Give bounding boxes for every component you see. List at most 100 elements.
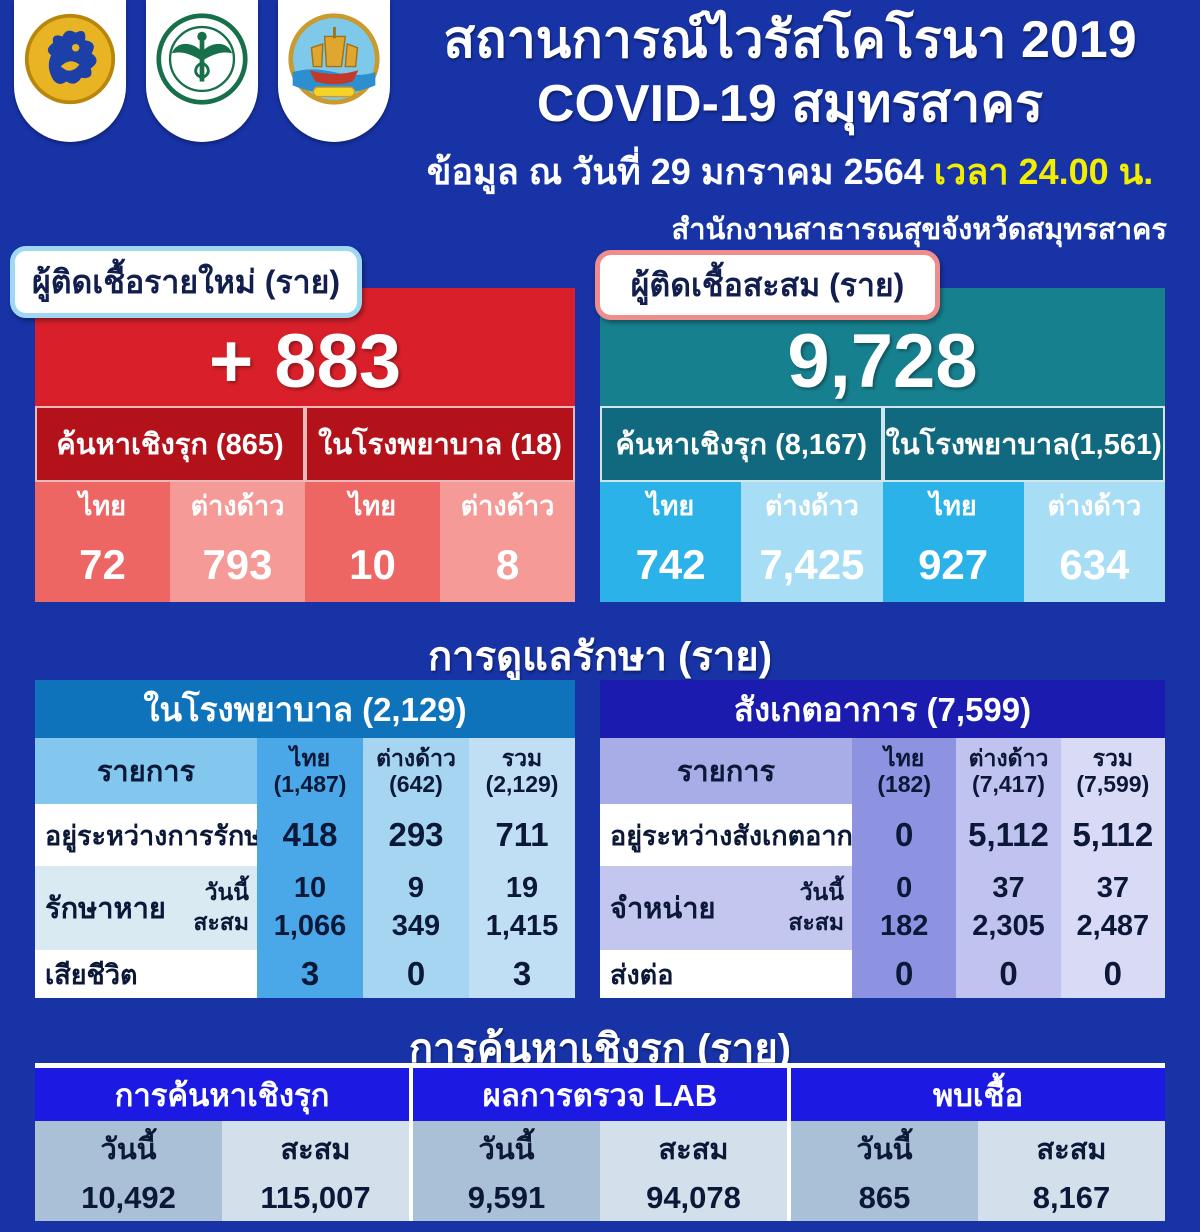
cell-label: สะสม — [280, 1134, 351, 1166]
page-subtitle: COVID-19 สมุทรสาคร — [536, 75, 1044, 133]
row-label: อยู่ระหว่างสังเกตอาการ — [600, 804, 852, 866]
observation-care-table: สังเกตอาการ (7,599) รายการ ไทย (182) ต่า… — [600, 680, 1165, 998]
cell-value: 865 — [858, 1180, 911, 1215]
cumulative-group-headers: ค้นหาเชิงรุก (8,167) ในโรงพยาบาล(1,561) — [600, 406, 1165, 482]
column-header-foreign: ต่างด้าว (7,417) — [956, 738, 1061, 804]
cell-label: วันนี้ — [100, 1134, 157, 1166]
group-header-proactive: ค้นหาเชิงรุก (865) — [35, 406, 305, 482]
proactive-header-row: การค้นหาเชิงรุก ผลการตรวจ LAB พบเชื้อ — [35, 1063, 1165, 1121]
table-header: ในโรงพยาบาล (2,129) — [35, 680, 575, 738]
stat-cell: ไทย 927 — [882, 482, 1024, 602]
stat-cell-cumulative: สะสม 115,007 — [222, 1121, 409, 1221]
cell-value: 9,591 — [467, 1180, 546, 1215]
proactive-body-row: วันนี้ 10,492 สะสม 115,007 วันนี้ 9,591 … — [35, 1121, 1165, 1221]
stat-cell: ต่างด้าว 8 — [440, 482, 575, 602]
new-cases-group-headers: ค้นหาเชิงรุก (865) ในโรงพยาบาล (18) — [35, 406, 575, 482]
cell-value: 418 — [257, 804, 363, 866]
table-row-under-observation: อยู่ระหว่างสังเกตอาการ 0 5,112 5,112 — [600, 804, 1165, 866]
proactive-header-search: การค้นหาเชิงรุก — [35, 1068, 409, 1121]
table-row-referred: ส่งต่อ 0 0 0 — [600, 950, 1165, 998]
org-name: สำนักงานสาธารณสุขจังหวัดสมุทรสาคร — [671, 214, 1167, 247]
proactive-group-lab: วันนี้ 9,591 สะสม 94,078 — [409, 1121, 787, 1221]
stat-cell-today: วันนี้ 9,591 — [413, 1121, 600, 1221]
stat-cell-cumulative: สะสม 94,078 — [600, 1121, 787, 1221]
column-header-items: รายการ — [35, 738, 257, 804]
stat-cell: ต่างด้าว 793 — [170, 482, 305, 602]
cell-value-stacked: 19 1,415 — [469, 866, 575, 950]
cell-label: ไทย — [647, 490, 695, 521]
stat-cell-today: วันนี้ 865 — [791, 1121, 978, 1221]
cell-value: 10,492 — [81, 1180, 176, 1215]
logo-banner-public-health — [146, 0, 258, 142]
cell-label: วันนี้ — [856, 1134, 913, 1166]
column-header-thai: ไทย (1,487) — [257, 738, 363, 804]
cell-value: 8,167 — [1032, 1180, 1111, 1215]
column-header-total: รวม (2,129) — [469, 738, 575, 804]
stat-cell-cumulative: สะสม 8,167 — [978, 1121, 1165, 1221]
column-header-foreign: ต่างด้าว (642) — [363, 738, 469, 804]
ministry-of-public-health-icon — [156, 13, 248, 105]
new-cases-cells: ไทย 72 ต่างด้าว 793 ไทย 10 ต่างด้าว 8 — [35, 482, 575, 602]
cell-value-stacked: 37 2,305 — [956, 866, 1061, 950]
cumulative-cases-total: 9,728 — [787, 319, 978, 404]
cumulative-cases-panel: 9,728 ค้นหาเชิงรุก (8,167) ในโรงพยาบาล(1… — [600, 288, 1165, 602]
cell-value: 7,425 — [759, 541, 865, 588]
cell-value: 742 — [635, 541, 706, 588]
proactive-header-positive: พบเชื้อ — [787, 1068, 1165, 1121]
proactive-group-positive: วันนี้ 865 สะสม 8,167 — [787, 1121, 1165, 1221]
cell-value-stacked: 0 182 — [852, 866, 957, 950]
cell-label: ไทย — [929, 490, 977, 521]
sub-row-labels: วันนี้ สะสม — [788, 879, 844, 935]
cell-label: ต่างด้าว — [460, 490, 555, 521]
logo-row — [14, 0, 390, 142]
table-row-discharged: จำหน่าย วันนี้ สะสม 0 182 37 2,305 37 2,… — [600, 866, 1165, 950]
cell-value-stacked: 37 2,487 — [1060, 866, 1165, 950]
cell-value: 0 — [852, 804, 957, 866]
stat-cell-today: วันนี้ 10,492 — [35, 1121, 222, 1221]
cell-label: วันนี้ — [478, 1134, 535, 1166]
row-label: รักษาหาย วันนี้ สะสม — [35, 866, 257, 950]
logo-banner-province — [14, 0, 126, 142]
stat-cell: ต่างด้าว 7,425 — [741, 482, 883, 602]
cell-value: 0 — [852, 950, 957, 998]
table-row-recovered: รักษาหาย วันนี้ สะสม 10 1,066 9 349 19 1… — [35, 866, 575, 950]
date-text: ข้อมูล ณ วันที่ 29 มกราคม 2564 — [426, 151, 924, 193]
cell-value: 293 — [363, 804, 469, 866]
cell-value: 94,078 — [646, 1180, 741, 1215]
group-header-hospital: ในโรงพยาบาล(1,561) — [882, 406, 1165, 482]
cell-value: 5,112 — [956, 804, 1061, 866]
column-header-row: รายการ ไทย (182) ต่างด้าว (7,417) รวม (7… — [600, 738, 1165, 804]
table-row-deaths: เสียชีวิต 3 0 3 — [35, 950, 575, 998]
proactive-header-lab: ผลการตรวจ LAB — [409, 1068, 787, 1121]
cell-value-stacked: 9 349 — [363, 866, 469, 950]
samut-sakhon-seal-icon — [288, 13, 380, 105]
cell-value: 10 — [349, 541, 396, 588]
cell-value: 3 — [469, 950, 575, 998]
care-section-title: การดูแลรักษา (ราย) — [427, 635, 773, 679]
header: สถานการณ์ไวรัสโคโรนา 2019 COVID-19 สมุทร… — [395, 8, 1185, 252]
cell-label: ไทย — [348, 490, 397, 521]
group-header-proactive: ค้นหาเชิงรุก (8,167) — [600, 406, 883, 482]
stat-cell: ไทย 742 — [600, 482, 742, 602]
cell-label: ต่างด้าว — [765, 490, 859, 521]
proactive-group-search: วันนี้ 10,492 สะสม 115,007 — [35, 1121, 409, 1221]
cell-value: 115,007 — [260, 1180, 371, 1215]
row-label: จำหน่าย วันนี้ สะสม — [600, 866, 852, 950]
proactive-search-table: การค้นหาเชิงรุก ผลการตรวจ LAB พบเชื้อ วั… — [35, 1063, 1165, 1221]
cell-value-stacked: 10 1,066 — [257, 866, 363, 950]
cell-value: 793 — [202, 541, 273, 588]
cell-value: 72 — [79, 541, 126, 588]
row-label: อยู่ระหว่างการรักษา — [35, 804, 257, 866]
cumulative-cells: ไทย 742 ต่างด้าว 7,425 ไทย 927 ต่างด้าว … — [600, 482, 1165, 602]
stat-cell: ไทย 72 — [35, 482, 170, 602]
cell-value: 927 — [918, 541, 989, 588]
provincial-emblem-icon — [24, 13, 116, 105]
cell-label: ต่างด้าว — [190, 490, 285, 521]
sub-row-labels: วันนี้ สะสม — [193, 879, 249, 935]
cell-value: 0 — [956, 950, 1061, 998]
table-header: สังเกตอาการ (7,599) — [600, 680, 1165, 738]
cell-label: สะสม — [1036, 1134, 1107, 1166]
row-label: เสียชีวิต — [35, 950, 257, 998]
cell-value: 711 — [469, 804, 575, 866]
